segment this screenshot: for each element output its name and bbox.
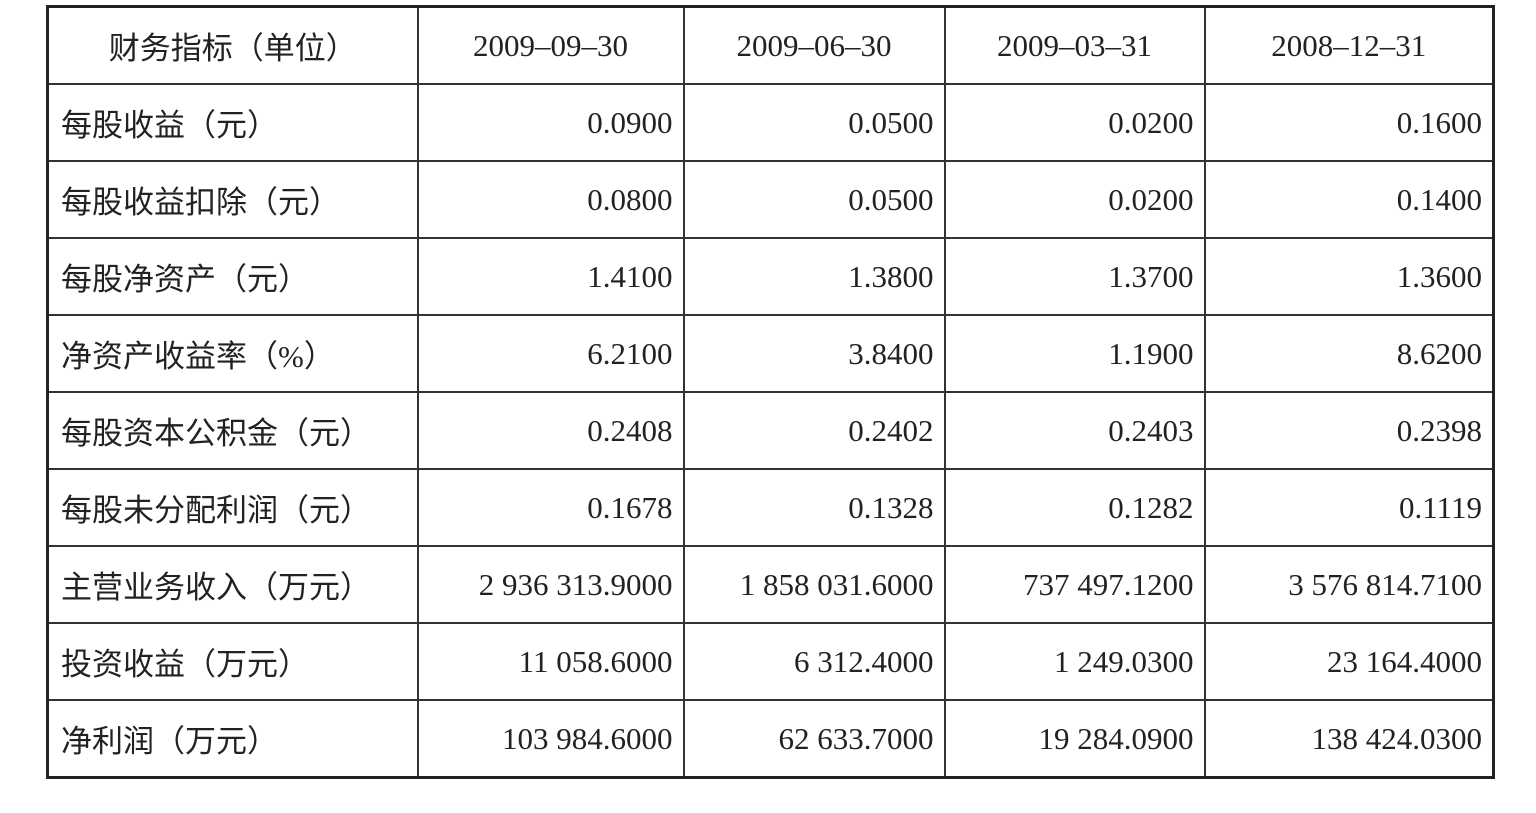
value-cell: 23 164.4000 xyxy=(1203,622,1495,701)
header-cell: 2009–06–30 xyxy=(682,5,946,85)
row-label: 每股未分配利润（元） xyxy=(46,468,419,547)
data-row: 每股净资产（元） 1.4100 1.3800 1.3700 1.3600 xyxy=(46,237,1495,316)
value-cell: 0.1282 xyxy=(943,468,1206,547)
row-label: 每股收益（元） xyxy=(46,83,419,162)
value-cell: 0.0500 xyxy=(682,83,946,162)
value-cell: 0.1678 xyxy=(416,468,685,547)
value-cell: 3 576 814.7100 xyxy=(1203,545,1495,624)
value-cell: 0.0800 xyxy=(416,160,685,239)
value-cell: 1 858 031.6000 xyxy=(682,545,946,624)
value-cell: 1 249.0300 xyxy=(943,622,1206,701)
value-cell: 1.1900 xyxy=(943,314,1206,393)
value-cell: 19 284.0900 xyxy=(943,699,1206,779)
value-cell: 0.0500 xyxy=(682,160,946,239)
financial-table: 财务指标（单位） 2009–09–30 2009–06–30 2009–03–31 20… xyxy=(46,5,1495,779)
row-label: 每股净资产（元） xyxy=(46,237,419,316)
row-label: 净资产收益率（%） xyxy=(46,314,419,393)
value-cell: 2 936 313.9000 xyxy=(416,545,685,624)
value-cell: 1.3800 xyxy=(682,237,946,316)
value-cell: 138 424.0300 xyxy=(1203,699,1495,779)
value-cell: 1.3600 xyxy=(1203,237,1495,316)
value-cell: 6.2100 xyxy=(416,314,685,393)
row-label: 主营业务收入（万元） xyxy=(46,545,419,624)
header-cell: 2009–09–30 xyxy=(416,5,685,85)
data-row: 净利润（万元） 103 984.6000 62 633.7000 19 284.090… xyxy=(46,699,1495,779)
header-cell: 2008–12–31 xyxy=(1203,5,1495,85)
row-label: 投资收益（万元） xyxy=(46,622,419,701)
value-cell: 3.8400 xyxy=(682,314,946,393)
data-row: 投资收益（万元） 11 058.6000 6 312.4000 1 249.0300 2… xyxy=(46,622,1495,701)
value-cell: 0.1600 xyxy=(1203,83,1495,162)
header-cell: 2009–03–31 xyxy=(943,5,1206,85)
value-cell: 0.0200 xyxy=(943,83,1206,162)
value-cell: 11 058.6000 xyxy=(416,622,685,701)
value-cell: 0.1400 xyxy=(1203,160,1495,239)
row-label: 每股收益扣除（元） xyxy=(46,160,419,239)
table-container: 财务指标（单位） 2009–09–30 2009–06–30 2009–03–31 20… xyxy=(46,5,1495,779)
data-row: 每股收益扣除（元） 0.0800 0.0500 0.0200 0.1400 xyxy=(46,160,1495,239)
value-cell: 62 633.7000 xyxy=(682,699,946,779)
value-cell: 1.3700 xyxy=(943,237,1206,316)
header-cell: 财务指标（单位） xyxy=(46,5,419,85)
row-label: 净利润（万元） xyxy=(46,699,419,779)
value-cell: 1.4100 xyxy=(416,237,685,316)
value-cell: 103 984.6000 xyxy=(416,699,685,779)
value-cell: 8.6200 xyxy=(1203,314,1495,393)
value-cell: 0.2403 xyxy=(943,391,1206,470)
value-cell: 0.1119 xyxy=(1203,468,1495,547)
data-row: 净资产收益率（%） 6.2100 3.8400 1.1900 8.6200 xyxy=(46,314,1495,393)
value-cell: 0.2408 xyxy=(416,391,685,470)
value-cell: 0.0200 xyxy=(943,160,1206,239)
data-row: 每股资本公积金（元） 0.2408 0.2402 0.2403 0.2398 xyxy=(46,391,1495,470)
value-cell: 0.2398 xyxy=(1203,391,1495,470)
data-row: 每股未分配利润（元） 0.1678 0.1328 0.1282 0.1119 xyxy=(46,468,1495,547)
value-cell: 6 312.4000 xyxy=(682,622,946,701)
value-cell: 0.0900 xyxy=(416,83,685,162)
data-row: 每股收益（元） 0.0900 0.0500 0.0200 0.1600 xyxy=(46,83,1495,162)
value-cell: 737 497.1200 xyxy=(943,545,1206,624)
row-label: 每股资本公积金（元） xyxy=(46,391,419,470)
value-cell: 0.1328 xyxy=(682,468,946,547)
header-row: 财务指标（单位） 2009–09–30 2009–06–30 2009–03–31 20… xyxy=(46,5,1495,85)
data-row: 主营业务收入（万元） 2 936 313.9000 1 858 031.6000 73… xyxy=(46,545,1495,624)
value-cell: 0.2402 xyxy=(682,391,946,470)
